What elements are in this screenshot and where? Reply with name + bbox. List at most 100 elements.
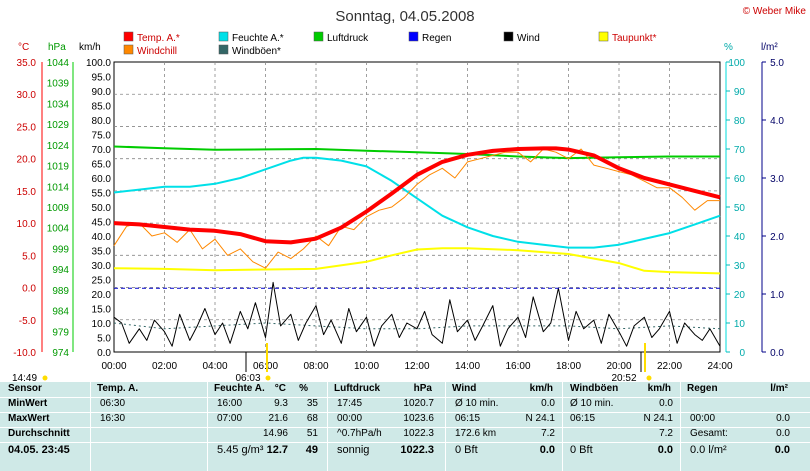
legend-swatch [123, 44, 134, 55]
series-line-taupunkt [113, 247, 721, 275]
rain-tick-label: 3.0 [770, 174, 784, 185]
legend-label: Windböen* [232, 46, 281, 57]
table-cell-detail: 0 Bft [455, 444, 478, 456]
pressure-unit-label: hPa [48, 42, 66, 53]
sunrise-label: 06:03 [235, 373, 260, 382]
pressure-tick-label: 1034 [47, 99, 70, 110]
legend-label: Feuchte A.* [232, 33, 284, 44]
temp-tick-label: 30.0 [17, 90, 37, 101]
table-cell-value: 49 [305, 444, 318, 456]
wind-tick-label: 70.0 [92, 145, 112, 156]
table-cell-detail: 07:00 [217, 413, 243, 424]
humidity-tick-label: 80 [734, 116, 746, 127]
wind-tick-label: 60.0 [92, 174, 112, 185]
table-cell-value: N 24.1 [525, 413, 555, 424]
table-cell-value: 21.6 [268, 413, 288, 424]
rain-tick-label: 4.0 [770, 116, 784, 127]
table-separator [445, 382, 446, 471]
wind-tick-label: 55.0 [92, 189, 112, 200]
table-cell-value: 1022.3 [403, 428, 434, 439]
humidity-tick-label: 20 [734, 290, 746, 301]
table-separator [0, 412, 810, 413]
legend-swatch [218, 44, 229, 55]
pressure-tick-label: 994 [52, 265, 69, 276]
legend-swatch [123, 31, 134, 42]
x-tick-label: 12:00 [404, 361, 429, 372]
table-cell-detail: 0 Bft [570, 444, 593, 456]
wind-tick-label: 80.0 [92, 116, 112, 127]
table-cell-detail: 5.45 g/m³ [217, 444, 264, 456]
humidity-tick-label: 0 [739, 348, 745, 359]
wind-tick-label: 50.0 [92, 203, 112, 214]
wind-tick-label: 90.0 [92, 87, 112, 98]
table-cell-value: 9.3 [274, 398, 288, 409]
table-cell-value: 0.0 [774, 444, 790, 456]
table-cell-detail: 17:45 [337, 398, 363, 409]
temp-tick-label: 10.0 [17, 219, 37, 230]
pressure-tick-label: 989 [52, 286, 69, 297]
table-header-unit: km/h [647, 383, 671, 394]
table-separator [207, 382, 208, 471]
table-separator [0, 397, 810, 398]
table-cell-value: 7.2 [659, 428, 673, 439]
table-cell-value: 14.96 [262, 428, 288, 439]
copyright-text: © Weber Mike [743, 6, 807, 17]
wind-tick-label: 45.0 [92, 218, 112, 229]
wind-tick-label: 65.0 [92, 160, 112, 171]
series-line-luftdruck [113, 145, 720, 160]
table-header-unit: °C [274, 383, 286, 394]
sunset-label: 20:52 [611, 373, 636, 382]
pressure-tick-label: 1039 [47, 79, 70, 90]
table-header-unit: km/h [529, 383, 553, 394]
legend-label: Taupunkt* [612, 33, 657, 44]
pressure-tick-label: 1029 [47, 120, 70, 131]
x-tick-label: 24:00 [707, 361, 732, 372]
table-header-temp: Temp. A. [97, 383, 139, 394]
table-cell-value: 0.0 [657, 444, 673, 456]
table-cell-detail: Ø 10 min. [570, 398, 614, 409]
wind-tick-label: 0.0 [97, 348, 111, 359]
wind-unit-label: km/h [79, 42, 101, 53]
weather-chart: Sonntag, 04.05.2008 © Weber Mike Temp. A… [12, 6, 807, 382]
table-cell-detail: ^0.7hPa/h [337, 428, 382, 439]
table-cell-value: 12.7 [266, 444, 288, 456]
x-tick-label: 22:00 [657, 361, 682, 372]
wind-tick-label: 20.0 [92, 290, 112, 301]
temp-tick-label: 35.0 [17, 58, 37, 69]
temp-tick-label: 15.0 [17, 187, 37, 198]
legend-swatch [218, 31, 229, 42]
x-tick-label: 14:00 [455, 361, 480, 372]
table-header-rain: Regen [687, 383, 718, 394]
table-header-press: Luftdruck [334, 383, 381, 394]
wind-tick-label: 10.0 [92, 319, 112, 330]
table-separator [562, 382, 563, 471]
wind-tick-label: 15.0 [92, 305, 112, 316]
series-line-windchill [113, 148, 720, 269]
legend-swatch [598, 31, 609, 42]
table-header-gust: Windböen [570, 383, 619, 394]
table-row-label: Durchschnitt [8, 428, 70, 439]
temp-tick-label: 0.0 [22, 284, 36, 295]
series-line-wind [113, 281, 721, 347]
humidity-tick-label: 30 [734, 261, 746, 272]
table-cell-detail: 16:30 [100, 413, 126, 424]
wind-tick-label: 5.0 [97, 334, 111, 345]
pressure-tick-label: 979 [52, 327, 69, 338]
chart-title: Sonntag, 04.05.2008 [335, 8, 474, 25]
x-tick-label: 06:00 [253, 361, 278, 372]
wind-tick-label: 95.0 [92, 73, 112, 84]
table-cell-value: 0.0 [776, 413, 790, 424]
temp-tick-label: 25.0 [17, 122, 37, 133]
table-cell-detail: Ø 10 min. [455, 398, 499, 409]
table-cell-value: 51 [306, 428, 318, 439]
legend-label: Regen [422, 33, 451, 44]
table-cell-detail: 00:00 [337, 413, 363, 424]
pressure-tick-label: 974 [52, 348, 69, 359]
humidity-tick-label: 60 [734, 174, 746, 185]
temp-tick-label: -10.0 [13, 348, 36, 359]
table-cell-value: N 24.1 [643, 413, 673, 424]
table-cell-value: 1023.6 [403, 413, 434, 424]
table-cell-value: 35 [306, 398, 318, 409]
sun-icon [265, 375, 271, 381]
